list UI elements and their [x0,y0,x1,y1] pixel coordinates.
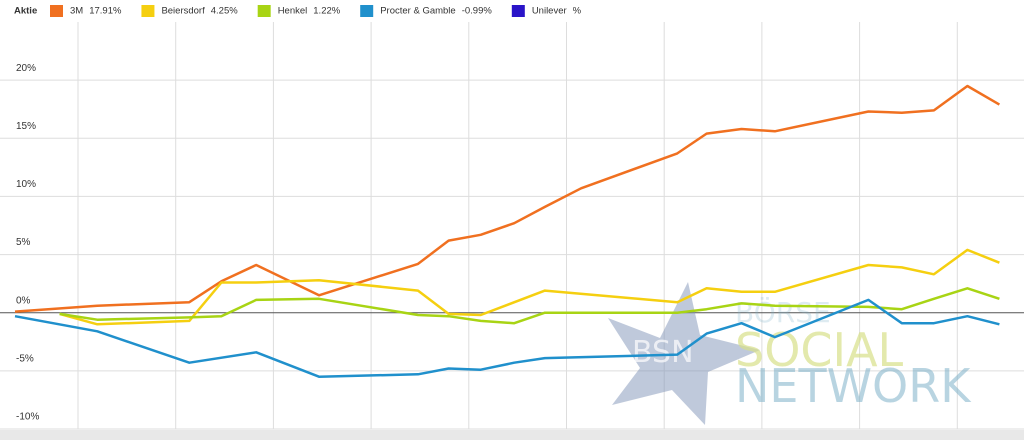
legend-value: -0.99% [462,6,493,17]
watermark-logo: BSN BÖRSE SOCIAL NETWORK [608,282,972,425]
series-line [14,298,1000,378]
watermark-star [608,282,760,425]
legend-swatch [511,5,525,17]
legend-label: Procter & Gamble [380,6,456,17]
legend-value: 17.91% [89,6,122,17]
legend-label: Beiersdorf [161,6,205,17]
y-tick-label: 5% [16,237,31,248]
series-line [59,248,1000,326]
y-tick-label: -10% [16,412,39,423]
y-tick-label: 20% [16,63,36,74]
series-line [14,84,1001,313]
scrollbar[interactable] [0,430,1024,440]
legend-label: 3M [70,6,83,17]
legend-value: 1.22% [313,6,340,17]
watermark-text: NETWORK [735,359,972,413]
watermark-text: BÖRSE [735,295,831,329]
legend-label: Henkel [278,6,308,17]
legend-label: Unilever [532,6,567,17]
legend-swatch [141,5,155,17]
legend-title: Aktie [14,6,37,17]
legend-value: 4.25% [211,6,238,17]
legend-swatch [257,5,271,17]
watermark-text: BSN [632,335,694,370]
legend-value: % [573,6,582,17]
y-tick-label: -5% [16,353,34,364]
grid [0,22,1024,430]
legend-swatch [50,5,63,17]
legend: Aktie 3M 17.91% Beiersdorf 4.25% Henkel 1.22%… [14,5,582,17]
y-tick-label: 0% [16,295,31,306]
y-tick-label: 10% [16,179,36,190]
series-line [59,287,1000,325]
y-tick-label: 15% [16,121,36,132]
legend-swatch [360,5,374,17]
